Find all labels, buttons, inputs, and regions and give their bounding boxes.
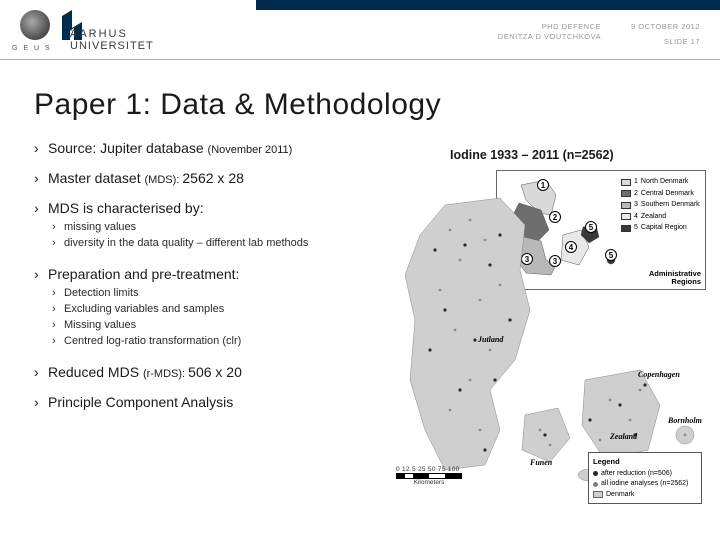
uni-line1: AARHUS	[70, 28, 154, 40]
slide-number: SLIDE 17	[631, 37, 700, 46]
geus-label: G E U S	[12, 45, 52, 52]
date-label: 9 OCTOBER 2012	[631, 22, 700, 31]
label-zealand: Zealand	[610, 432, 637, 441]
bullet-1: Source: Jupiter database (November 2011)	[34, 140, 394, 156]
legend-title: Legend	[593, 456, 697, 467]
scale-ticks: 0 12.5 25 50 75 100	[396, 466, 462, 473]
label-copenhagen: Copenhagen	[638, 370, 680, 379]
defence-label: PHD DEFENCE	[498, 22, 601, 31]
bullet-4-sub: Detection limits Excluding variables and…	[52, 286, 394, 350]
b5-small: (r-MDS):	[143, 368, 188, 380]
university-label: AARHUS UNIVERSITET	[70, 28, 154, 52]
b4-s3: Missing values	[52, 318, 394, 334]
b4-s1: Detection limits	[52, 286, 394, 302]
b3-text: MDS is characterised by:	[48, 200, 204, 216]
bullet-list: Source: Jupiter database (November 2011)…	[34, 140, 394, 424]
label-jutland: Jutland	[478, 335, 503, 344]
map-legend: Legend after reduction (n=506) all iodin…	[588, 452, 702, 504]
slide-title: Paper 1: Data & Methodology	[34, 88, 441, 122]
b3-s1: missing values	[52, 220, 394, 236]
header-right-info: PHD DEFENCE DENITZA D VOUTCHKOVA 9 OCTOB…	[498, 22, 700, 46]
bullet-3: MDS is characterised by:	[34, 200, 394, 216]
scale-unit: Kilometers	[396, 479, 462, 486]
b3-s2: diversity in the data quality – differen…	[52, 236, 394, 252]
uni-line2: UNIVERSITET	[70, 40, 154, 52]
geus-logo-icon	[20, 10, 50, 40]
b1-text: Source: Jupiter database	[48, 140, 208, 156]
b2-small: (MDS):	[145, 174, 183, 186]
top-accent-bar	[256, 0, 720, 10]
b4-text: Preparation and pre-treatment:	[48, 266, 239, 282]
b2-text: Master dataset	[48, 170, 145, 186]
map-area: 1 2 3 3 4 5 5 1 North Denmark 2 Central …	[390, 170, 710, 510]
swatch-icon	[593, 491, 603, 498]
header: G E U S AARHUS UNIVERSITET PHD DEFENCE D…	[0, 10, 720, 60]
b1-small: (November 2011)	[208, 144, 293, 156]
bullet-3-sub: missing values diversity in the data qua…	[52, 220, 394, 252]
b5-text: Reduced MDS	[48, 364, 143, 380]
bullet-2: Master dataset (MDS): 2562 x 28	[34, 170, 394, 186]
swatch-icon	[621, 179, 631, 186]
b4-s4: Centred log-ratio transformation (clr)	[52, 334, 394, 350]
scale-bar: 0 12.5 25 50 75 100 Kilometers	[396, 466, 462, 486]
author-name: DENITZA D VOUTCHKOVA	[498, 32, 601, 41]
b4-s2: Excluding variables and samples	[52, 302, 394, 318]
map-title: Iodine 1933 – 2011 (n=2562)	[450, 148, 614, 162]
label-funen: Funen	[530, 458, 552, 467]
bullet-5: Reduced MDS (r-MDS): 506 x 20	[34, 364, 394, 380]
bullet-6: Principle Component Analysis	[34, 394, 394, 410]
bullet-4: Preparation and pre-treatment:	[34, 266, 394, 282]
label-bornholm: Bornholm	[668, 416, 702, 425]
dot-icon	[593, 471, 598, 476]
b5-tail: 506 x 20	[188, 364, 242, 380]
b2-tail: 2562 x 28	[182, 170, 244, 186]
dot-icon	[593, 482, 598, 487]
b6-text: Principle Component Analysis	[48, 394, 233, 410]
